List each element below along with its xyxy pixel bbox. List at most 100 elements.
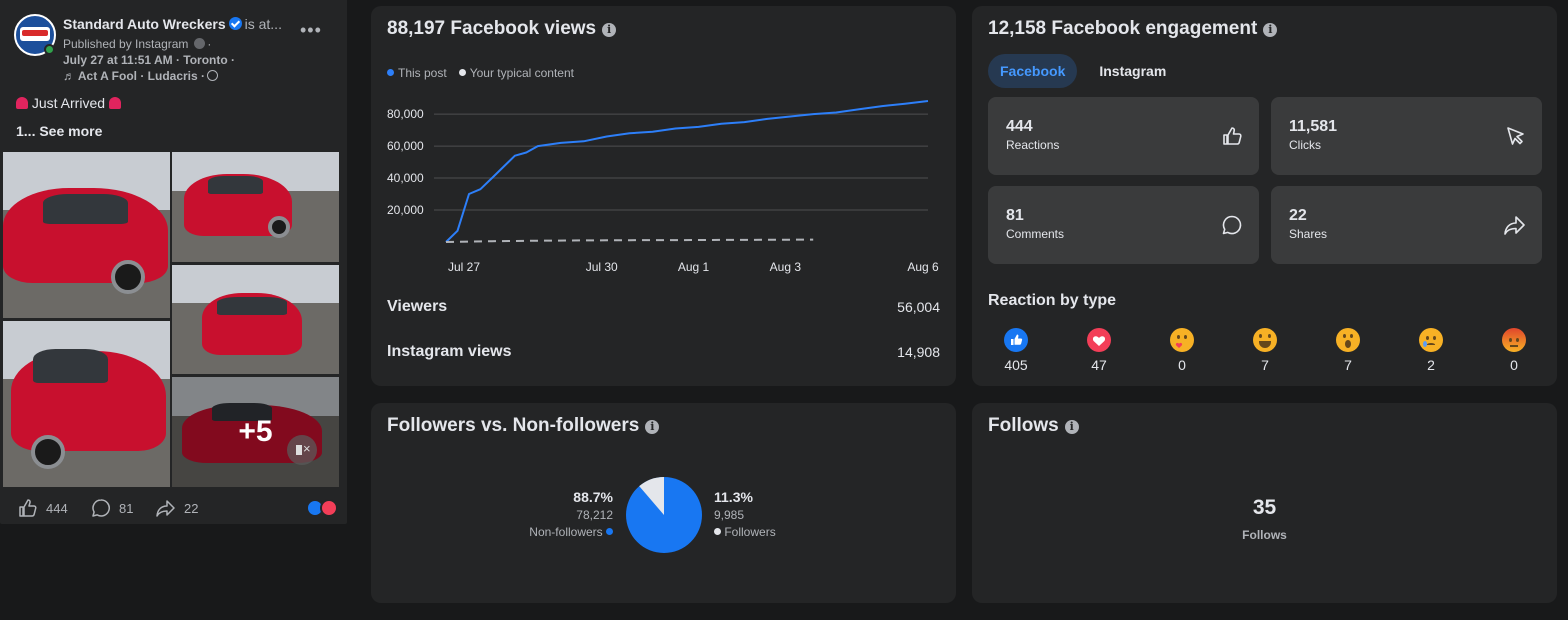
clicks-stat: 11,581 Clicks bbox=[1271, 97, 1542, 175]
info-icon[interactable]: i bbox=[645, 420, 660, 434]
share-icon bbox=[156, 500, 175, 517]
platform-tabs: Facebook Instagram bbox=[988, 54, 1178, 88]
location-prefix: is at... bbox=[244, 16, 282, 32]
reactions-stat-value: 444 bbox=[1006, 118, 1033, 135]
love-reaction-icon bbox=[320, 499, 338, 517]
post-photo[interactable] bbox=[172, 265, 339, 374]
viewers-label: Viewers bbox=[387, 298, 448, 315]
non-followers-label: Non-followers bbox=[529, 525, 603, 539]
instagram-views-row: Instagram views 14,908 bbox=[387, 343, 940, 361]
angry-reaction-icon bbox=[1502, 328, 1526, 352]
clicks-stat-value: 11,581 bbox=[1289, 118, 1338, 135]
verified-badge-icon bbox=[228, 17, 242, 30]
reaction-by-type-title: Reaction by type bbox=[988, 292, 1117, 309]
see-more-link[interactable]: 1... See more bbox=[16, 123, 103, 139]
followers-card: Followers vs. Non-followers i 88.7% 78,21… bbox=[371, 403, 956, 603]
y-tick-label: 20,000 bbox=[387, 203, 424, 217]
more-options-icon[interactable]: ••• bbox=[300, 20, 322, 40]
non-followers-legend: 88.7% 78,212 Non-followers bbox=[529, 489, 613, 539]
wow-count: 7 bbox=[1344, 357, 1352, 373]
reactions-stat-label: Reactions bbox=[1006, 138, 1060, 152]
followers-label-row: Followers bbox=[714, 525, 776, 539]
legend-typical-content: Your typical content bbox=[458, 66, 574, 80]
this-post-line bbox=[445, 100, 929, 243]
followers-pie-chart bbox=[626, 477, 702, 553]
siren-emoji-icon bbox=[108, 97, 121, 109]
viewers-row: Viewers 56,004 bbox=[387, 298, 940, 316]
tab-facebook[interactable]: Facebook bbox=[988, 54, 1078, 88]
post-shares-count: 22 bbox=[184, 500, 199, 516]
engagement-card: 12,158 Facebook engagement i Facebook Ins… bbox=[972, 6, 1557, 386]
post-publisher-line: Published by Instagram · bbox=[63, 37, 212, 51]
post-music[interactable]: ♬ Act A Fool · Ludacris · bbox=[63, 69, 206, 83]
followers-title: Followers vs. Non-followers i bbox=[387, 415, 660, 437]
x-tick-label: Jul 30 bbox=[586, 260, 618, 274]
non-followers-label-row: Non-followers bbox=[529, 525, 613, 539]
post-date-location[interactable]: July 27 at 11:51 AM · Toronto · bbox=[63, 53, 236, 67]
viewers-value: 56,004 bbox=[897, 299, 940, 315]
love-reaction-icon bbox=[1087, 328, 1111, 352]
follows-title: Follows i bbox=[988, 415, 1079, 437]
views-title: 88,197 Facebook views i bbox=[387, 18, 617, 40]
reaction-like: 405 bbox=[996, 328, 1036, 373]
page-name-link[interactable]: Standard Auto Wreckers bbox=[63, 16, 226, 32]
views-card: 88,197 Facebook views i This post Your ty… bbox=[371, 6, 956, 386]
thumbs-up-icon bbox=[19, 499, 37, 517]
help-icon[interactable] bbox=[194, 38, 206, 49]
thumbs-up-icon bbox=[1223, 127, 1242, 145]
x-tick-label: Aug 1 bbox=[678, 260, 710, 274]
like-count: 405 bbox=[1004, 357, 1028, 373]
post-photo-more[interactable]: +5 bbox=[172, 377, 339, 487]
post-photo[interactable] bbox=[3, 152, 170, 318]
post-action-bar: 444 81 22 bbox=[16, 496, 347, 518]
mute-icon[interactable] bbox=[287, 435, 317, 465]
globe-icon bbox=[207, 70, 219, 81]
reaction-love: 47 bbox=[1079, 328, 1119, 373]
comment-icon bbox=[1222, 215, 1242, 235]
post-reaction-summary[interactable] bbox=[306, 499, 340, 517]
more-photos-count[interactable]: +5 bbox=[172, 377, 339, 487]
like-reaction-icon bbox=[1004, 328, 1028, 352]
post-share-action[interactable]: 22 bbox=[156, 498, 198, 518]
followers-legend: 11.3% 9,985 Followers bbox=[714, 489, 776, 539]
post-date-line: July 27 at 11:51 AM · Toronto · bbox=[63, 53, 235, 67]
x-tick-label: Aug 3 bbox=[770, 260, 802, 274]
y-tick-label: 60,000 bbox=[387, 139, 424, 153]
post-music-line: ♬ Act A Fool · Ludacris · bbox=[63, 69, 219, 83]
y-tick-label: 80,000 bbox=[387, 107, 424, 121]
post-comment-action[interactable]: 81 bbox=[91, 498, 133, 518]
page-avatar[interactable] bbox=[14, 14, 56, 56]
post-photo[interactable] bbox=[3, 321, 170, 487]
post-caption: Just Arrived bbox=[31, 95, 106, 111]
comments-stat: 81 Comments bbox=[988, 186, 1259, 264]
info-icon[interactable]: i bbox=[1263, 23, 1278, 37]
followers-count: 9,985 bbox=[714, 508, 745, 522]
follows-value: 35 bbox=[1252, 496, 1277, 519]
shares-stat: 22 Shares bbox=[1271, 186, 1542, 264]
tab-instagram[interactable]: Instagram bbox=[1099, 63, 1167, 79]
angry-count: 0 bbox=[1510, 357, 1518, 373]
non-followers-pct: 88.7% bbox=[573, 489, 613, 505]
legend-this-post: This post bbox=[387, 66, 447, 80]
haha-count: 7 bbox=[1261, 357, 1269, 373]
comments-stat-value: 81 bbox=[1006, 207, 1024, 224]
x-tick-label: Aug 6 bbox=[907, 260, 939, 274]
post-comments-count: 81 bbox=[119, 500, 134, 516]
instagram-views-label: Instagram views bbox=[387, 343, 512, 360]
chart-legend: This post Your typical content bbox=[387, 66, 574, 80]
post-photo[interactable] bbox=[172, 152, 339, 262]
info-icon[interactable]: i bbox=[1064, 420, 1079, 434]
online-status-dot bbox=[44, 44, 55, 55]
sad-count: 2 bbox=[1427, 357, 1435, 373]
x-tick-label: Jul 27 bbox=[448, 260, 480, 274]
follows-card: Follows i 35 Follows bbox=[972, 403, 1557, 603]
followers-pct: 11.3% bbox=[714, 489, 753, 505]
info-icon[interactable]: i bbox=[602, 23, 617, 37]
reaction-sad: 2 bbox=[1411, 328, 1451, 373]
care-reaction-icon bbox=[1170, 328, 1194, 352]
cursor-icon bbox=[1507, 127, 1524, 145]
post-like-action[interactable]: 444 bbox=[18, 498, 68, 518]
follows-label: Follows bbox=[1242, 528, 1287, 542]
care-count: 0 bbox=[1178, 357, 1186, 373]
reactions-stat: 444 Reactions bbox=[988, 97, 1259, 175]
